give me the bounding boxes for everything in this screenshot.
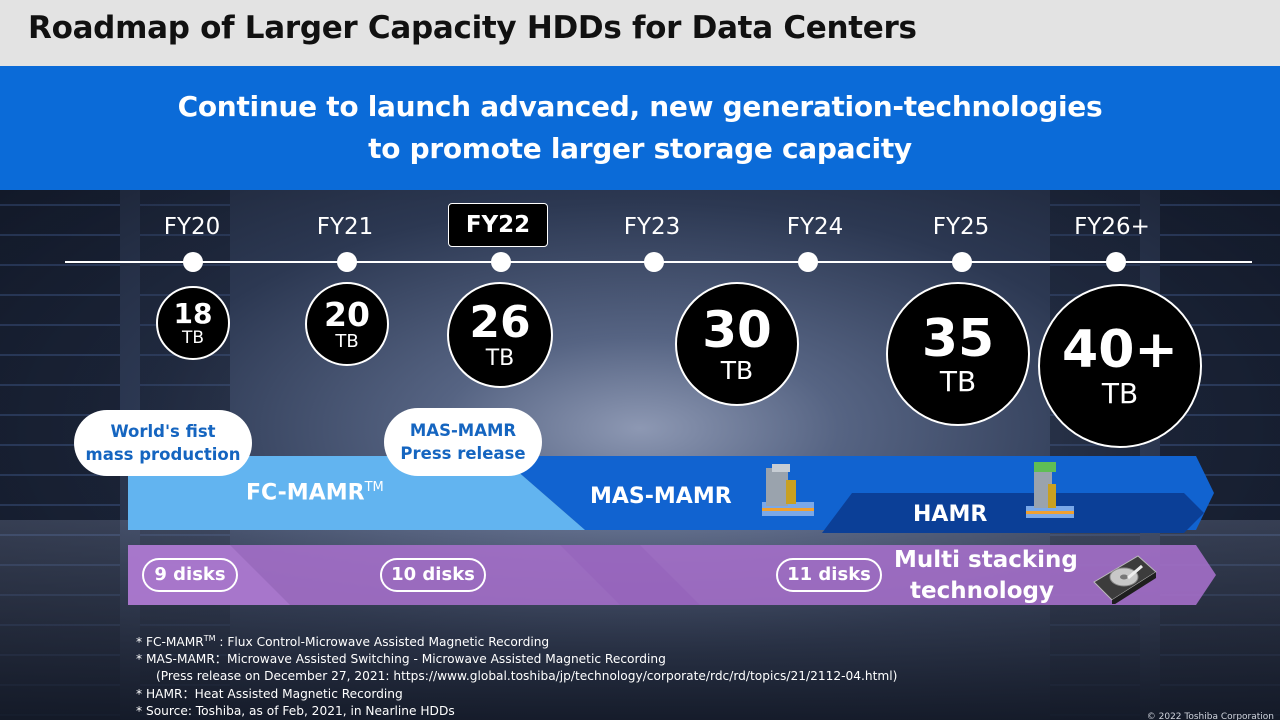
- hamr-label: HAMR: [913, 502, 988, 527]
- footnote-press-release: (Press release on December 27, 2021: htt…: [156, 669, 898, 684]
- footnotes: * FC-MAMRTM : Flux Control-Microwave Ass…: [136, 630, 897, 720]
- capacity-circle-20tb: 20 TB: [305, 282, 389, 366]
- callout-worlds-first: World's fist mass production: [74, 410, 252, 476]
- footnote-text: : Flux Control-Microwave Assisted Magnet…: [215, 635, 550, 650]
- capacity-unit: TB: [181, 327, 205, 348]
- capacity-circle-26tb: 26 TB: [447, 282, 553, 388]
- footnote-text: * FC-MAMR: [136, 635, 204, 650]
- headline-line-1: Continue to launch advanced, new generat…: [177, 90, 1103, 123]
- fc-mamr-text: FC-MAMR: [246, 480, 365, 506]
- footnote-mas-mamr: * MAS-MAMR：Microwave Assisted Switching …: [136, 652, 666, 667]
- year-label-fy23: FY23: [623, 214, 681, 240]
- year-label-fy21: FY21: [316, 214, 374, 240]
- timeline-dot-fy20: [183, 252, 203, 272]
- capacity-value: 18: [173, 296, 213, 330]
- multi-stacking-line: technology: [910, 578, 1054, 604]
- slide-title: Roadmap of Larger Capacity HDDs for Data…: [28, 10, 917, 46]
- capacity-unit: TB: [335, 330, 359, 352]
- capacity-circle-18tb: 18 TB: [156, 286, 230, 360]
- mas-mamr-head-icon: [762, 464, 814, 516]
- capacity-unit: TB: [939, 364, 977, 398]
- callout-line: Press release: [400, 444, 526, 463]
- callout-line: World's fist: [110, 422, 216, 441]
- timeline-dot-fy21: [337, 252, 357, 272]
- callout-line: mass production: [85, 445, 241, 464]
- disks-10-pill: 10 disks: [380, 558, 486, 592]
- timeline-dot-fy24: [798, 252, 818, 272]
- disks-9-pill: 9 disks: [142, 558, 238, 592]
- multi-stacking-label: Multi stacking technology: [894, 545, 1078, 607]
- capacity-value: 30: [702, 301, 772, 359]
- title-bar: Roadmap of Larger Capacity HDDs for Data…: [0, 0, 1280, 66]
- year-label-fy24: FY24: [786, 214, 844, 240]
- hamr-head-icon: [1026, 462, 1074, 518]
- multi-stacking-line: Multi stacking: [894, 547, 1078, 573]
- capacity-unit: TB: [720, 356, 754, 385]
- hdd-icon: [1093, 555, 1157, 604]
- timeline-dot-fy25: [952, 252, 972, 272]
- year-label-fy22: FY22: [448, 203, 548, 247]
- trademark-mark: TM: [203, 634, 216, 643]
- callout-line: MAS-MAMR: [409, 421, 517, 440]
- headline-line-2: to promote larger storage capacity: [368, 132, 912, 165]
- trademark-mark: TM: [364, 480, 384, 495]
- year-label-fy26: FY26+: [1074, 214, 1150, 240]
- capacity-value: 40+: [1062, 320, 1178, 380]
- capacity-circle-40tb: 40+ TB: [1038, 284, 1202, 448]
- fc-mamr-label: FC-MAMRTM: [246, 480, 384, 505]
- year-label-fy20: FY20: [163, 214, 221, 240]
- capacity-unit: TB: [1101, 377, 1139, 410]
- timeline-dot-fy23: [644, 252, 664, 272]
- year-label-fy25: FY25: [932, 214, 990, 240]
- disks-11-pill: 11 disks: [776, 558, 882, 592]
- timeline-dot-fy22: [491, 252, 511, 272]
- capacity-circle-30tb: 30 TB: [675, 282, 799, 406]
- hamr-arrow: [822, 493, 1204, 533]
- timeline-dot-fy26: [1106, 252, 1126, 272]
- footnote-fc-mamr: * FC-MAMRTM : Flux Control-Microwave Ass…: [136, 630, 897, 651]
- callout-mas-mamr-press: MAS-MAMR Press release: [384, 408, 542, 476]
- capacity-circle-35tb: 35 TB: [886, 282, 1030, 426]
- footnote-hamr: * HAMR：Heat Assisted Magnetic Recording: [136, 686, 403, 701]
- disks-arrow-shade-2: [560, 545, 700, 605]
- capacity-value: 35: [921, 308, 995, 369]
- capacity-value: 26: [469, 296, 531, 348]
- headline-banner: Continue to launch advanced, new generat…: [0, 66, 1280, 190]
- mas-mamr-label: MAS-MAMR: [590, 484, 732, 509]
- capacity-value: 20: [324, 294, 370, 334]
- copyright: © 2022 Toshiba Corporation: [1146, 712, 1274, 720]
- capacity-unit: TB: [485, 345, 515, 371]
- footnote-source: * Source: Toshiba, as of Feb, 2021, in N…: [136, 703, 455, 718]
